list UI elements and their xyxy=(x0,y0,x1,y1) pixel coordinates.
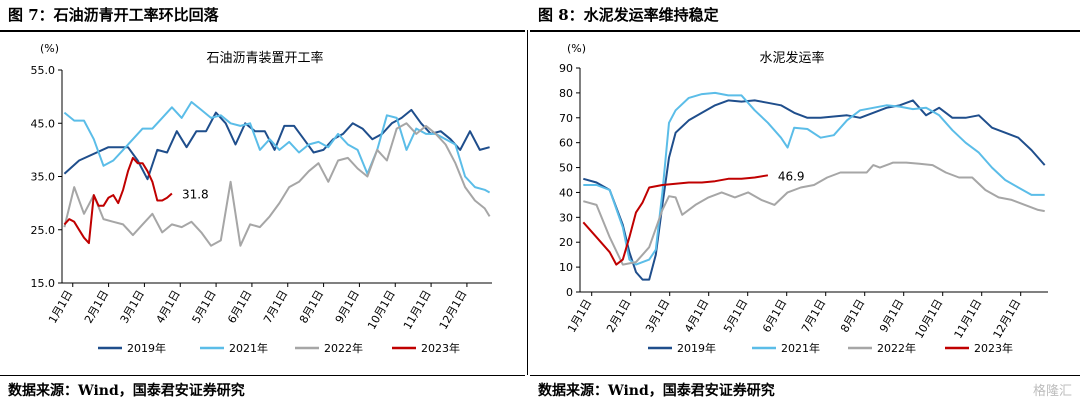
legend-label: 2021年 xyxy=(229,341,268,355)
y-tick-label: 0 xyxy=(566,286,573,299)
x-tick-label: 7月1日 xyxy=(261,288,290,326)
right-figure-title: 图 8：水泥发运率维持稳定 xyxy=(538,6,719,24)
y-tick-label: 90 xyxy=(559,62,573,75)
x-tick-label: 9月1日 xyxy=(333,288,362,326)
x-tick-label: 7月1日 xyxy=(799,297,828,335)
legend-label: 2023年 xyxy=(421,341,460,355)
x-tick-label: 4月1日 xyxy=(154,288,183,326)
y-tick-label: 35.0 xyxy=(31,171,56,184)
legend-label: 2021年 xyxy=(781,341,820,355)
watermark-logo: 格隆汇 xyxy=(1032,384,1072,399)
y-tick-label: 50 xyxy=(559,162,573,175)
x-tick-label: 8月1日 xyxy=(297,288,326,326)
y-tick-label: 30 xyxy=(559,211,573,224)
left-figure-title: 图 7：石油沥青开工率环比回落 xyxy=(8,6,219,24)
panel-divider xyxy=(527,30,528,375)
asphalt-chart: 15.0 25.0 35.0 45.0 55.0 1月1日 2月1日 3月1日 4月1日 5月1日… xyxy=(31,42,492,355)
x-tick-label: 3月1日 xyxy=(118,288,147,326)
series-line-2023年 xyxy=(582,174,769,266)
last-value-label: 46.9 xyxy=(778,169,805,183)
left-figure-panel: 图 7：石油沥青开工率环比回落 15.0 25.0 35.0 45.0 55.0 1月1日… xyxy=(0,0,525,403)
series-line-2019年 xyxy=(583,99,1046,281)
y-tick-label: 20 xyxy=(559,236,573,249)
y-axis-unit-label: (%) xyxy=(40,42,59,55)
left-source-note: 数据来源：Wind，国泰君安证券研究 xyxy=(8,383,245,399)
chart-title: 石油沥青装置开工率 xyxy=(206,50,323,66)
x-tick-label: 11月1日 xyxy=(401,288,434,332)
series-line-2022年 xyxy=(583,161,1045,266)
x-tick-label: 6月1日 xyxy=(225,288,254,326)
series-line-2021年 xyxy=(583,91,1045,266)
y-tick-label: 40 xyxy=(559,186,573,199)
y-tick-label: 80 xyxy=(559,87,573,100)
x-tick-label: 3月1日 xyxy=(643,297,672,335)
legend-label: 2019年 xyxy=(127,341,166,355)
y-tick-label: 10 xyxy=(559,261,573,274)
legend-label: 2023年 xyxy=(974,341,1013,355)
cement-chart: 0 10 20 30 40 50 60 70 80 90 1月1日 2月1日 3月1日 4月1日 5月1日 6… xyxy=(559,42,1048,355)
x-tick-label: 10月1日 xyxy=(913,297,946,341)
series-line-2022年 xyxy=(63,122,491,247)
x-tick-label: 10月1日 xyxy=(365,288,398,332)
x-tick-label: 4月1日 xyxy=(682,297,711,335)
last-value-label: 31.8 xyxy=(182,188,209,202)
y-tick-label: 70 xyxy=(559,112,573,125)
right-top-rule xyxy=(530,30,1080,32)
right-figure-panel: 图 8：水泥发运率维持稳定 0 10 20 30 40 50 60 70 80 90 1月1日 2月1… xyxy=(530,0,1080,403)
x-tick-label: 2月1日 xyxy=(604,297,633,335)
y-tick-label: 60 xyxy=(559,137,573,150)
right-source-note: 数据来源：Wind，国泰君安证券研究 xyxy=(538,383,775,399)
y-tick-label: 45.0 xyxy=(31,117,56,130)
x-tick-label: 11月1日 xyxy=(952,297,985,341)
y-tick-label: 55.0 xyxy=(31,64,56,77)
x-tick-label: 1月1日 xyxy=(565,297,594,335)
y-tick-label: 25.0 xyxy=(31,224,56,237)
chart-title: 水泥发运率 xyxy=(759,50,824,66)
right-bottom-rule xyxy=(530,375,1080,376)
x-tick-label: 12月1日 xyxy=(437,288,470,332)
series-line-2021年 xyxy=(63,101,491,194)
x-tick-label: 2月1日 xyxy=(82,288,111,326)
y-axis-unit-label: (%) xyxy=(567,42,586,55)
y-tick-label: 15.0 xyxy=(31,277,56,290)
x-tick-label: 6月1日 xyxy=(760,297,789,335)
x-tick-label: 9月1日 xyxy=(877,297,906,335)
left-top-rule xyxy=(0,30,525,32)
x-tick-label: 5月1日 xyxy=(721,297,750,335)
x-tick-label: 8月1日 xyxy=(838,297,867,335)
legend-label: 2022年 xyxy=(877,341,916,355)
x-tick-label: 1月1日 xyxy=(46,288,75,326)
x-tick-label: 5月1日 xyxy=(189,288,218,326)
series-line-2023年 xyxy=(63,156,173,245)
left-bottom-rule xyxy=(0,375,525,376)
legend-label: 2019年 xyxy=(677,341,716,355)
legend-label: 2022年 xyxy=(324,341,363,355)
x-tick-label: 12月1日 xyxy=(991,297,1024,341)
